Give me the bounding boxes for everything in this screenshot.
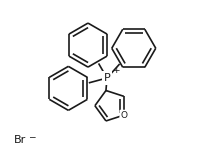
Text: Br: Br xyxy=(14,135,26,145)
Text: −: − xyxy=(28,133,35,142)
Text: P: P xyxy=(103,73,110,83)
Text: +: + xyxy=(112,67,119,76)
Text: O: O xyxy=(120,111,127,120)
